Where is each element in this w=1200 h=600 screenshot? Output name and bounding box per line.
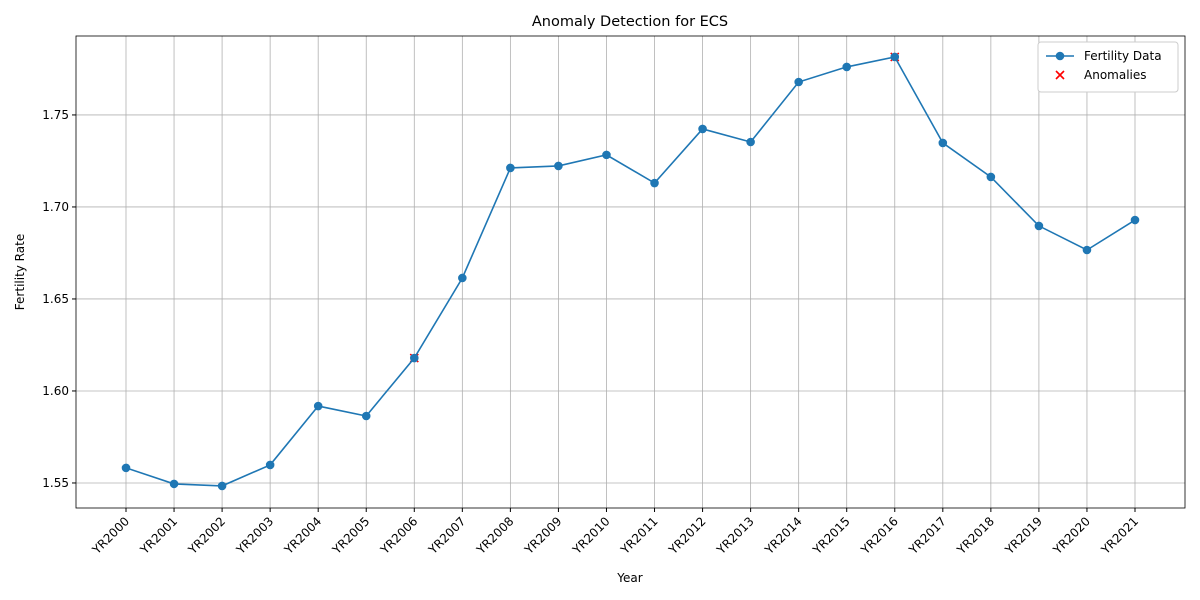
data-point	[1034, 221, 1044, 231]
legend-box	[1037, 41, 1179, 93]
data-point	[602, 150, 611, 160]
data-point	[986, 172, 996, 182]
x-tick-label: YR2007	[425, 514, 468, 557]
x-tick-label: YR2009	[521, 514, 564, 557]
y-tick-label: 1.60	[42, 384, 69, 398]
data-point	[313, 401, 323, 411]
data-point	[890, 52, 900, 62]
data-point	[169, 479, 179, 489]
x-tick-label: YR2017	[906, 514, 949, 557]
data-line	[125, 56, 1136, 487]
x-tick-label: YR2010	[569, 514, 612, 557]
legend-marker	[1055, 51, 1065, 61]
y-axis-label: Fertility Rate	[13, 234, 27, 310]
x-tick-label: YR2018	[954, 514, 997, 557]
legend-label: Anomalies	[1084, 68, 1147, 82]
y-tick-label: 1.70	[42, 200, 69, 214]
data-point	[265, 460, 275, 470]
x-tick-label: YR2004	[281, 514, 324, 557]
x-tick-label: YR2003	[233, 514, 276, 557]
legend-marker	[1055, 70, 1065, 80]
data-point	[361, 411, 371, 421]
data-point	[842, 62, 852, 72]
plot-frame	[75, 35, 1186, 509]
data-point	[650, 178, 659, 188]
data-point	[217, 481, 227, 491]
x-axis-label: Year	[616, 571, 642, 585]
x-tick-label: YR2005	[329, 514, 372, 557]
data-point	[794, 77, 803, 87]
x-tick-label: YR2021	[1098, 514, 1141, 557]
data-point	[1082, 245, 1092, 255]
x-tick-label: YR2012	[665, 514, 708, 557]
x-tick-label: YR2014	[761, 514, 804, 557]
legend-label: Fertility Data	[1084, 49, 1162, 63]
x-tick-label: YR2000	[89, 514, 132, 557]
chart-title: Anomaly Detection for ECS	[532, 14, 728, 30]
data-point	[121, 463, 131, 473]
x-tick-label: YR2002	[185, 514, 228, 557]
data-point	[458, 273, 467, 283]
x-tick-label: YR2001	[137, 514, 180, 557]
x-tick-label: YR2011	[617, 514, 660, 557]
data-point	[554, 161, 563, 171]
data-point	[938, 138, 948, 148]
x-tick-label: YR2006	[377, 514, 420, 557]
y-tick-label: 1.65	[42, 292, 69, 306]
data-point	[506, 163, 515, 173]
y-tick-label: 1.75	[42, 108, 69, 122]
x-tick-label: YR2015	[810, 514, 853, 557]
x-tick-label: YR2016	[858, 514, 901, 557]
legend: Fertility Data Anomalies	[1037, 41, 1179, 93]
data-point	[698, 124, 707, 134]
y-tick-label: 1.55	[42, 476, 69, 490]
x-tick-label: YR2008	[473, 514, 516, 557]
x-tick-label: YR2019	[1002, 514, 1045, 557]
x-tick-label: YR2020	[1050, 514, 1093, 557]
data-point	[746, 137, 755, 147]
x-tick-label: YR2013	[713, 514, 756, 557]
data-point	[1130, 215, 1140, 225]
data-point	[409, 353, 419, 363]
